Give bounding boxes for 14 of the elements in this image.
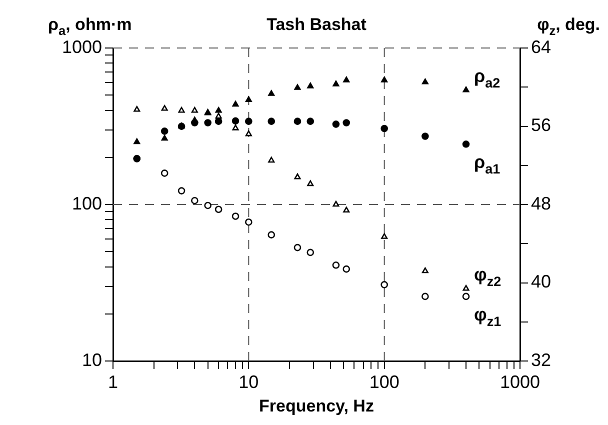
x-tick-label: 1 bbox=[108, 372, 118, 392]
x-tick-label: 100 bbox=[369, 372, 400, 392]
x-axis-title: Frequency, Hz bbox=[259, 396, 374, 416]
y2-tick-label: 48 bbox=[531, 193, 552, 214]
x-tick-label: 1000 bbox=[500, 372, 540, 392]
y2-tick-label: 56 bbox=[531, 115, 552, 136]
y-tick-label: 100 bbox=[72, 193, 102, 214]
chart-title: Tash Bashat bbox=[266, 15, 367, 34]
x-tick-label: 10 bbox=[238, 372, 259, 392]
y2-tick-label: 64 bbox=[531, 36, 552, 57]
y2-tick-label: 32 bbox=[531, 350, 552, 370]
y2-tick-label: 40 bbox=[531, 272, 552, 292]
y-tick-label: 1000 bbox=[62, 36, 102, 57]
y-tick-label: 10 bbox=[82, 350, 102, 370]
